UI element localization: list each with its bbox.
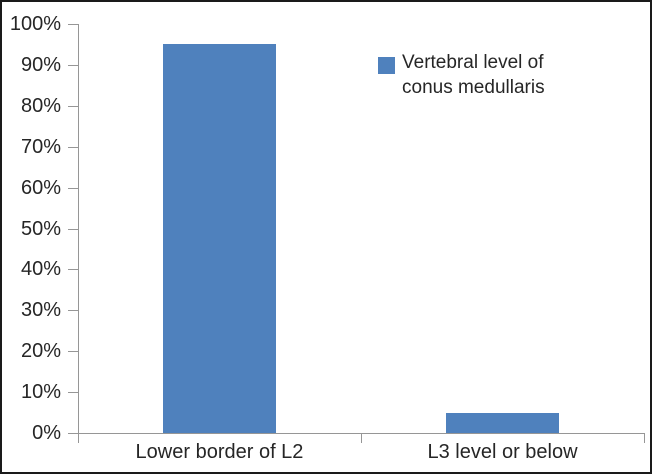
y-axis-tick-label: 100% — [9, 13, 61, 35]
legend-label: Vertebral level of conus medullaris — [402, 52, 545, 98]
y-axis-tick-label: 20% — [20, 340, 61, 363]
y-axis-tick-label: 60% — [20, 176, 61, 199]
y-axis-tick — [68, 392, 78, 394]
x-axis-tick — [361, 434, 362, 443]
y-axis-tick — [68, 105, 78, 107]
y-axis-tick — [68, 24, 78, 25]
y-axis-tick — [68, 64, 78, 66]
bar-2 — [446, 412, 559, 433]
x-axis-line — [78, 433, 645, 434]
x-axis-category-label: L3 level or below — [427, 441, 578, 463]
legend-color-swatch — [378, 57, 395, 74]
y-axis-tick — [68, 433, 78, 434]
bar-1 — [163, 44, 276, 433]
y-axis-tick-label: 50% — [20, 217, 61, 240]
y-axis-tick-label: 30% — [20, 299, 61, 322]
y-axis-tick-label: 40% — [20, 258, 61, 281]
y-axis-tick — [68, 146, 78, 148]
y-axis-tick-label: 10% — [20, 381, 61, 404]
y-axis-tick-label: 80% — [20, 94, 61, 117]
y-axis-tick-label: 0% — [32, 422, 61, 444]
x-axis-category-label: Lower border of L2 — [135, 441, 304, 463]
y-axis-tick — [68, 187, 78, 189]
y-axis-tick — [68, 269, 78, 271]
y-axis-tick — [68, 310, 78, 312]
x-axis-tick — [78, 434, 79, 443]
legend: Vertebral level of conus medullaris — [378, 50, 564, 100]
x-axis-tick — [644, 434, 645, 443]
y-axis-tick — [68, 351, 78, 353]
y-axis-tick-label: 70% — [20, 135, 61, 158]
y-axis-tick-label: 90% — [20, 53, 61, 76]
y-axis-tick — [68, 228, 78, 230]
y-axis-line — [78, 24, 79, 434]
